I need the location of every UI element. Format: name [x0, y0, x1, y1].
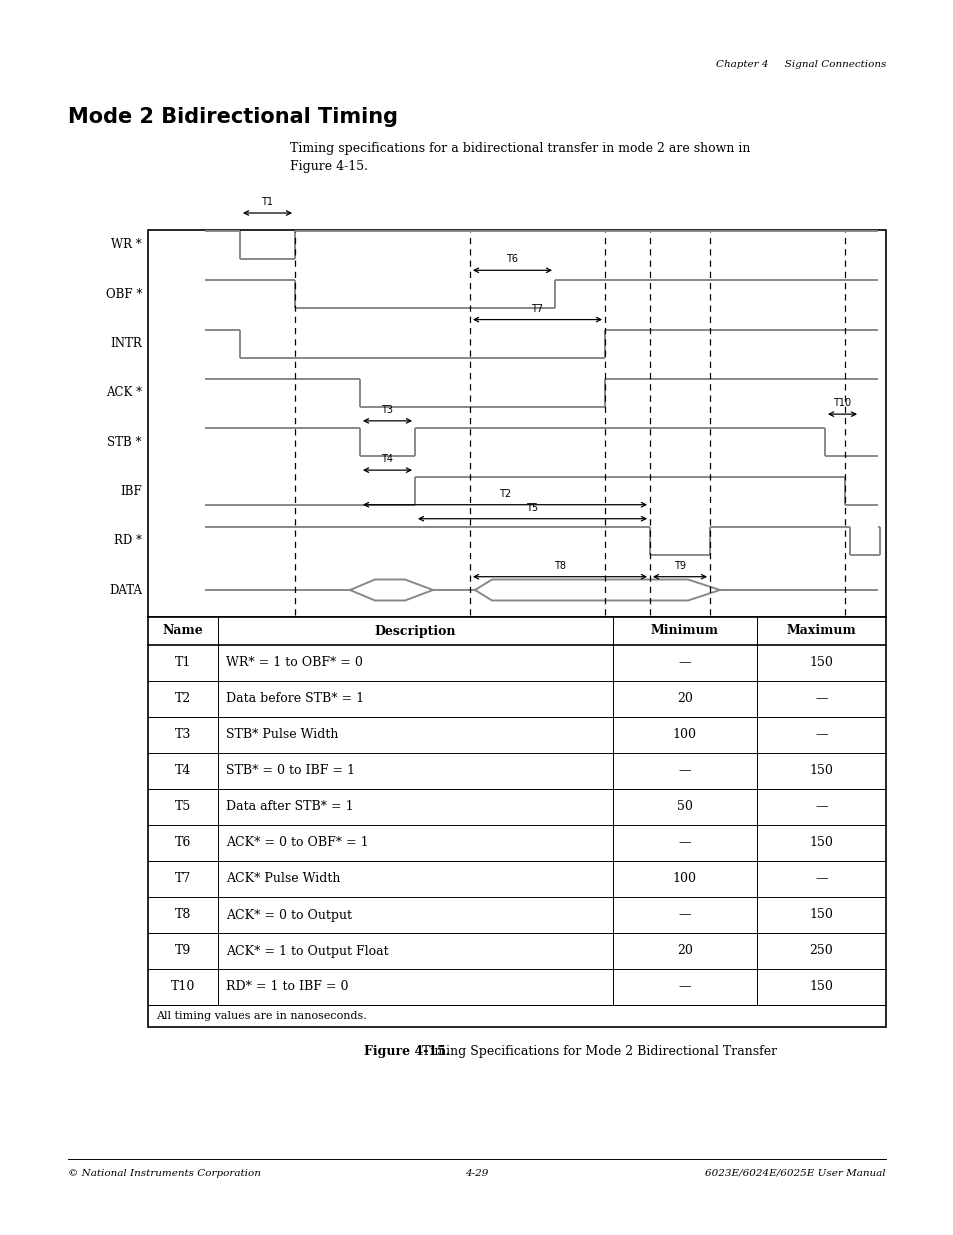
Text: T4: T4	[174, 764, 191, 778]
Text: IBF: IBF	[120, 485, 142, 498]
Text: —: —	[814, 693, 827, 705]
Text: Chapter 4     Signal Connections: Chapter 4 Signal Connections	[715, 61, 885, 69]
Text: —: —	[678, 657, 690, 669]
Text: Figure 4-15.: Figure 4-15.	[290, 161, 368, 173]
Text: 150: 150	[809, 836, 833, 850]
Text: All timing values are in nanoseconds.: All timing values are in nanoseconds.	[156, 1011, 366, 1021]
Text: 4-29: 4-29	[465, 1168, 488, 1177]
Text: OBF *: OBF *	[106, 288, 142, 301]
Text: 150: 150	[809, 657, 833, 669]
Text: STB* = 0 to IBF = 1: STB* = 0 to IBF = 1	[226, 764, 355, 778]
Text: T5: T5	[174, 800, 191, 814]
Text: T10: T10	[833, 398, 851, 408]
Text: Minimum: Minimum	[650, 625, 719, 637]
Text: 100: 100	[672, 872, 696, 885]
Text: T10: T10	[171, 981, 195, 993]
Text: 100: 100	[672, 729, 696, 741]
Text: 6023E/6024E/6025E User Manual: 6023E/6024E/6025E User Manual	[704, 1168, 885, 1177]
Text: T1: T1	[174, 657, 191, 669]
Text: RD* = 1 to IBF = 0: RD* = 1 to IBF = 0	[226, 981, 348, 993]
Text: T9: T9	[174, 945, 191, 957]
Text: 50: 50	[677, 800, 692, 814]
Text: 150: 150	[809, 909, 833, 921]
Text: —: —	[814, 729, 827, 741]
Text: T9: T9	[673, 561, 685, 571]
Text: —: —	[678, 764, 690, 778]
Text: STB* Pulse Width: STB* Pulse Width	[226, 729, 338, 741]
Text: 150: 150	[809, 764, 833, 778]
Text: T6: T6	[506, 254, 518, 264]
Text: T3: T3	[174, 729, 191, 741]
Text: T1: T1	[261, 198, 274, 207]
Text: STB *: STB *	[108, 436, 142, 448]
Text: ACK* = 0 to Output: ACK* = 0 to Output	[226, 909, 352, 921]
Text: T6: T6	[174, 836, 191, 850]
Text: T4: T4	[381, 454, 393, 464]
Text: ACK* = 0 to OBF* = 1: ACK* = 0 to OBF* = 1	[226, 836, 369, 850]
Text: T8: T8	[554, 561, 565, 571]
Text: 20: 20	[677, 945, 692, 957]
Text: 20: 20	[677, 693, 692, 705]
Text: T8: T8	[174, 909, 191, 921]
Text: —: —	[814, 800, 827, 814]
Text: WR *: WR *	[112, 238, 142, 252]
Text: Description: Description	[375, 625, 456, 637]
Text: T5: T5	[526, 503, 538, 513]
Text: T7: T7	[174, 872, 191, 885]
Text: T2: T2	[174, 693, 191, 705]
Text: ACK* Pulse Width: ACK* Pulse Width	[226, 872, 340, 885]
Text: 250: 250	[809, 945, 832, 957]
Text: Data after STB* = 1: Data after STB* = 1	[226, 800, 354, 814]
Text: Mode 2 Bidirectional Timing: Mode 2 Bidirectional Timing	[68, 107, 397, 127]
Text: INTR: INTR	[111, 337, 142, 350]
Text: T3: T3	[381, 405, 393, 415]
Text: T2: T2	[498, 489, 511, 499]
Text: DATA: DATA	[109, 583, 142, 597]
Bar	[148, 618, 885, 1028]
Text: WR* = 1 to OBF* = 0: WR* = 1 to OBF* = 0	[226, 657, 362, 669]
Text: ACK *: ACK *	[106, 387, 142, 399]
Text: —: —	[678, 909, 690, 921]
Bar	[148, 230, 885, 618]
Text: Data before STB* = 1: Data before STB* = 1	[226, 693, 364, 705]
Text: —: —	[814, 872, 827, 885]
Text: T7: T7	[531, 304, 543, 314]
Text: RD *: RD *	[113, 535, 142, 547]
Text: Timing specifications for a bidirectional transfer in mode 2 are shown in: Timing specifications for a bidirectiona…	[290, 142, 750, 156]
Text: Maximum: Maximum	[785, 625, 856, 637]
Text: Name: Name	[163, 625, 203, 637]
Text: Figure 4-15.: Figure 4-15.	[364, 1045, 450, 1058]
Text: © National Instruments Corporation: © National Instruments Corporation	[68, 1168, 260, 1177]
Text: Timing Specifications for Mode 2 Bidirectional Transfer: Timing Specifications for Mode 2 Bidirec…	[414, 1045, 777, 1058]
Text: ACK* = 1 to Output Float: ACK* = 1 to Output Float	[226, 945, 388, 957]
Text: 150: 150	[809, 981, 833, 993]
Text: —: —	[678, 981, 690, 993]
Text: —: —	[678, 836, 690, 850]
